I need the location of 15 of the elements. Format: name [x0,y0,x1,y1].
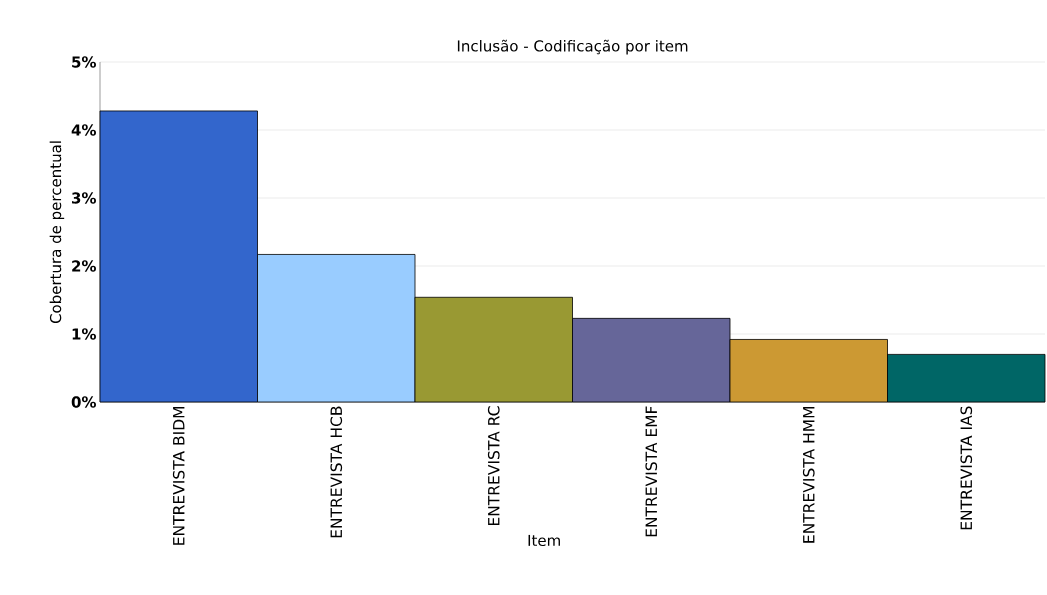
chart-title: Inclusão - Codificação por item [457,39,688,55]
y-tick-label: 4% [71,124,96,136]
x-tick-label: ENTREVISTA BIDM [172,407,185,545]
x-axis-title: Item [528,534,560,547]
x-tick-label: ENTREVISTA HMM [802,407,815,543]
x-tick-label: ENTREVISTA IAS [960,406,973,530]
x-tick-label: ENTREVISTA RC [487,406,500,526]
y-tick-label: 1% [72,328,96,340]
y-tick-label: 0% [71,396,96,408]
y-tick-label: 5% [72,56,96,68]
y-axis-title: Cobertura de percentual [49,141,65,324]
x-tick-label: ENTREVISTA HCB [330,406,343,538]
y-tick-label: 2% [72,260,96,272]
x-tick-label: ENTREVISTA EMF [645,406,658,537]
y-tick-label: 3% [72,192,96,204]
